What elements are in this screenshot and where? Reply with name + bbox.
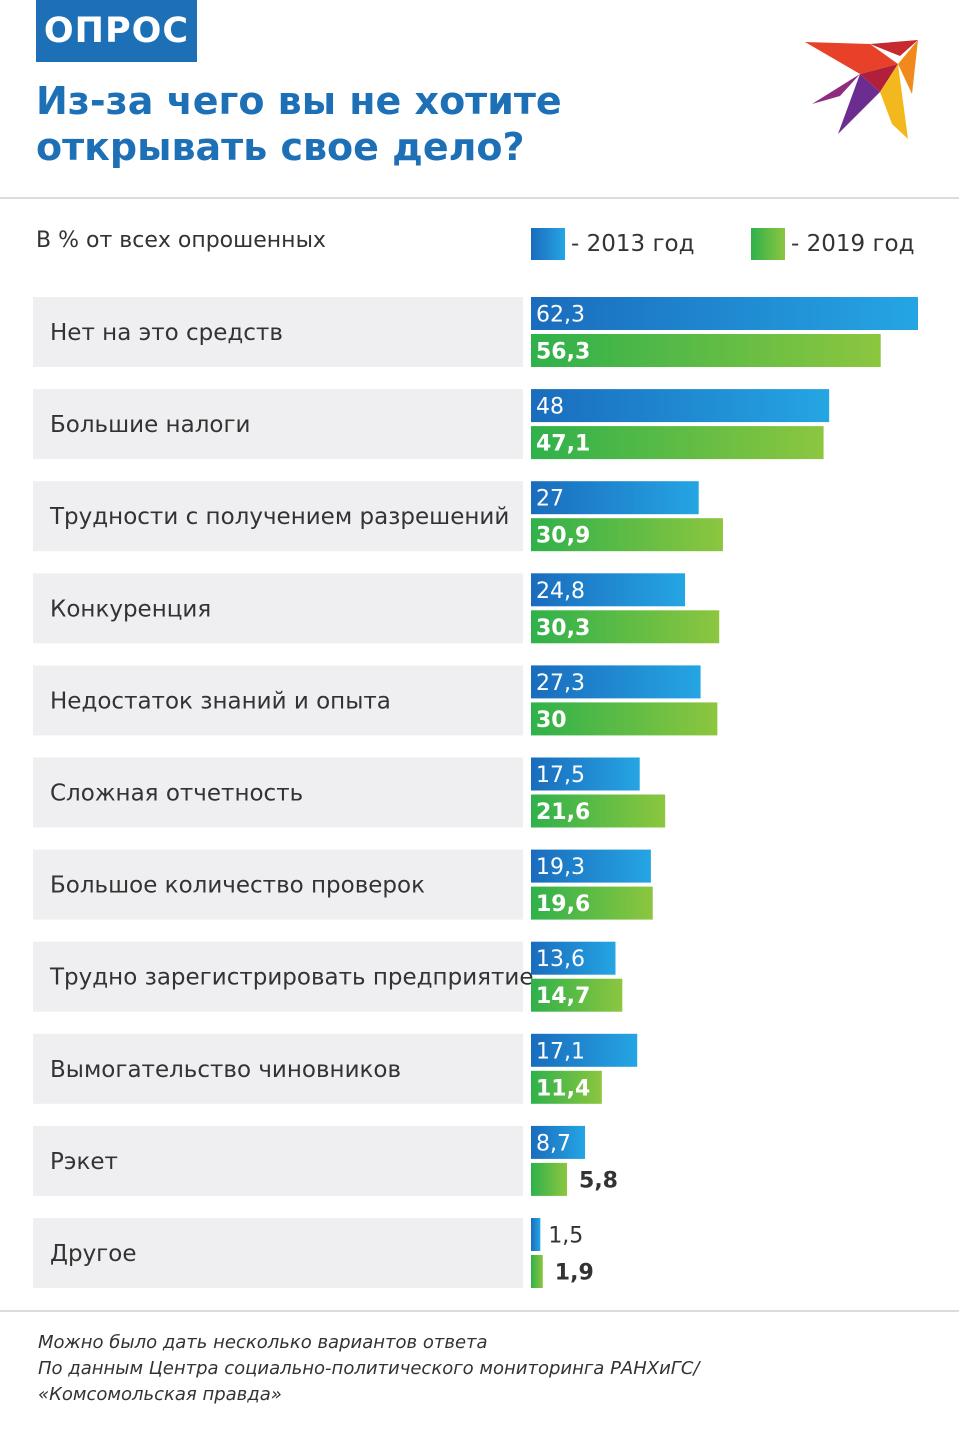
- category-label: Большие налоги: [50, 412, 251, 438]
- category-label: Большое количество проверок: [50, 873, 425, 899]
- category-label: Нет на это средств: [50, 320, 283, 346]
- bar-2013: [531, 573, 686, 607]
- bar-2019: [531, 886, 653, 920]
- data-label-2013: 17,5: [536, 763, 585, 788]
- data-label-2013: 1,5: [548, 1224, 583, 1249]
- category-row-bg: [33, 1218, 523, 1288]
- category-label: Рэкет: [50, 1149, 118, 1175]
- page-title: Из-за чего вы не хотите открывать свое д…: [36, 79, 562, 169]
- bar-2019: [531, 1255, 543, 1288]
- legend-item-2013: - 2013 год: [531, 228, 695, 260]
- data-label-2019: 21,6: [536, 800, 590, 825]
- data-label-2019: 19,6: [536, 892, 590, 917]
- data-label-2013: 13,6: [536, 947, 585, 972]
- data-label-2013: 48: [536, 395, 564, 420]
- bar-2019: [531, 426, 824, 460]
- bar-2019: [531, 1162, 568, 1196]
- data-label-2019: 56,3: [536, 340, 590, 365]
- category-row-bg: [33, 297, 523, 367]
- header-divider: [0, 197, 959, 199]
- bar-2013: [531, 481, 699, 515]
- data-label-2019: 47,1: [536, 432, 590, 457]
- data-label-2013: 8,7: [536, 1131, 571, 1156]
- footnote-line-3: «Комсомольская правда»: [38, 1384, 282, 1405]
- category-row-bg: [33, 389, 523, 460]
- bar-2013: [531, 849, 651, 883]
- data-label-2019: 11,4: [536, 1076, 590, 1101]
- data-label-2013: 62,3: [536, 303, 585, 328]
- bar-2013: [531, 1033, 638, 1067]
- data-label-2013: 27,3: [536, 671, 585, 696]
- bar-2019: [531, 518, 723, 552]
- bar-2013: [531, 941, 616, 975]
- bar-2019: [531, 334, 881, 367]
- survey-badge: ОПРОС: [36, 0, 197, 62]
- footnote-line-2: По данным Центра социально-политического…: [38, 1358, 700, 1379]
- category-label: Сложная отчетность: [50, 781, 303, 807]
- footer-divider: [0, 1310, 959, 1312]
- data-label-2013: 24,8: [536, 579, 585, 604]
- legend-swatch-2013: [531, 228, 565, 260]
- bar-2013: [531, 665, 701, 699]
- data-label-2019: 1,9: [555, 1261, 594, 1286]
- category-row-bg: [33, 573, 523, 644]
- bar-2013: [531, 757, 640, 791]
- bar-2019: [531, 978, 623, 1012]
- data-label-2019: 30: [536, 708, 567, 733]
- category-row-bg: [33, 1125, 523, 1196]
- category-label: Конкуренция: [50, 596, 211, 622]
- category-row-bg: [33, 1033, 523, 1104]
- footnote-line-1: Можно было дать несколько вариантов отве…: [38, 1332, 488, 1353]
- legend-label-2013: - 2013 год: [571, 231, 695, 257]
- data-label-2019: 30,3: [536, 616, 590, 641]
- bar-2019: [531, 794, 666, 828]
- bar-2013: [531, 1125, 586, 1159]
- bar-2013: [531, 1218, 541, 1251]
- data-label-2013: 27: [536, 487, 564, 512]
- category-row-bg: [33, 849, 523, 920]
- legend-item-2019: - 2019 год: [751, 228, 915, 260]
- bar-2013: [531, 389, 830, 423]
- swallow-bird-logo-icon: [805, 40, 918, 139]
- category-row-bg: [33, 757, 523, 828]
- category-row-bg: [33, 941, 523, 1012]
- data-label-2013: 19,3: [536, 855, 585, 880]
- bar-2019: [531, 610, 720, 644]
- category-label: Недостаток знаний и опыта: [50, 688, 391, 714]
- category-label: Трудности с получением разрешений: [49, 504, 509, 530]
- category-label: Другое: [50, 1241, 137, 1267]
- data-label-2019: 30,9: [536, 524, 590, 549]
- category-row-bg: [33, 665, 523, 736]
- bar-2019: [531, 1070, 602, 1104]
- data-label-2019: 14,7: [536, 984, 590, 1009]
- data-label-2019: 5,8: [579, 1168, 618, 1193]
- category-label: Вымогательство чиновников: [50, 1057, 401, 1083]
- unit-label: В % от всех опрошенных: [36, 228, 326, 253]
- bar-2019: [531, 702, 718, 736]
- legend-label-2019: - 2019 год: [791, 231, 915, 257]
- category-row-bg: [33, 481, 523, 552]
- legend-swatch-2019: [751, 228, 785, 260]
- bar-2013: [531, 297, 918, 330]
- data-label-2013: 17,1: [536, 1039, 585, 1064]
- footnote: Можно было дать несколько вариантов отве…: [38, 1330, 918, 1408]
- category-label: Трудно зарегистрировать предприятие: [49, 965, 533, 991]
